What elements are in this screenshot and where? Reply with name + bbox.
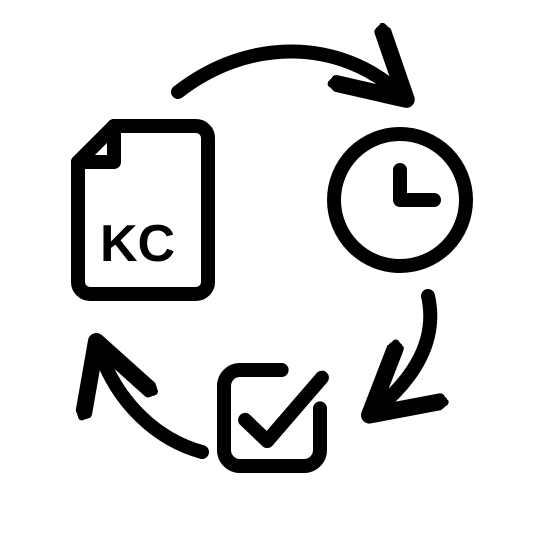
arrow-document-to-clock <box>178 51 398 92</box>
arrow-checkbox-to-document <box>100 352 202 452</box>
arrow-clock-to-checkbox <box>378 296 430 408</box>
clock-icon <box>334 134 466 266</box>
process-cycle-diagram: KC <box>0 0 533 533</box>
diagram-svg <box>0 0 533 533</box>
checkmark-box-icon <box>224 370 322 466</box>
document-label: KC <box>100 214 175 274</box>
